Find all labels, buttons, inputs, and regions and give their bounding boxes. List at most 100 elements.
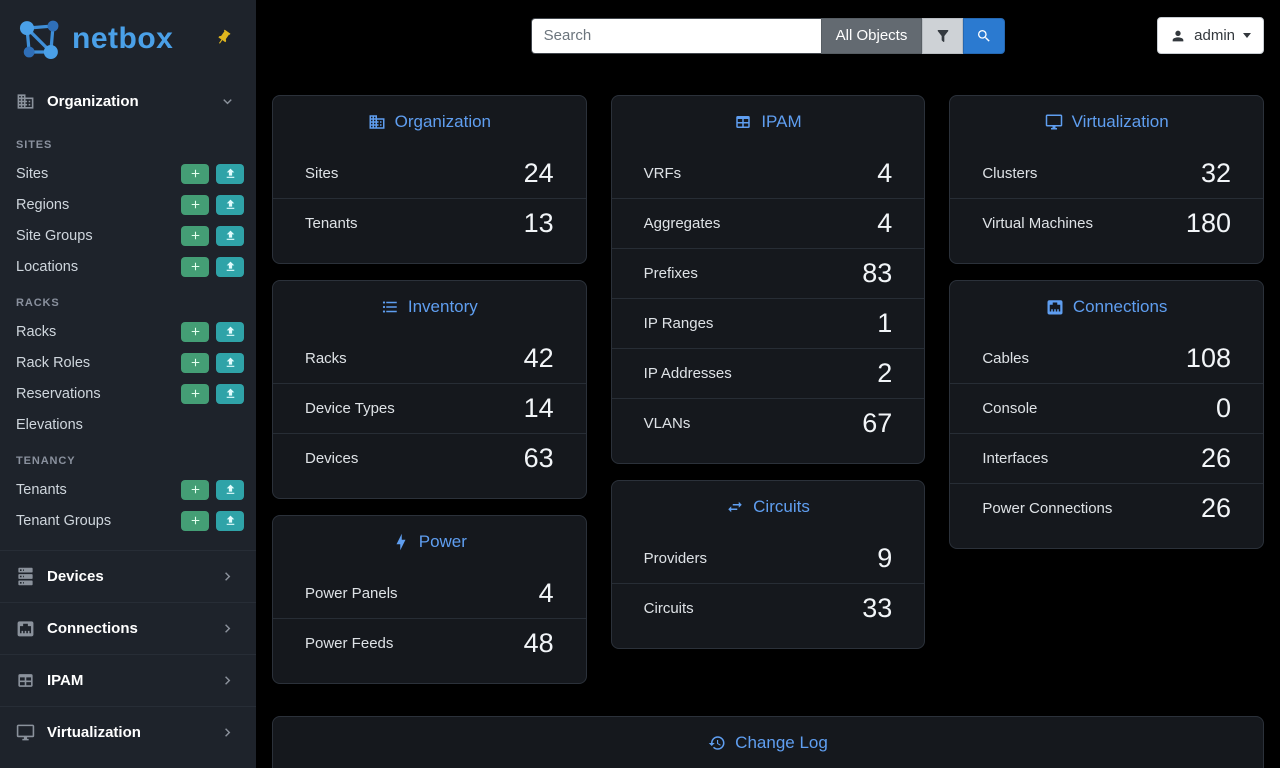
search-input[interactable] (530, 17, 821, 54)
sidebar-item-label[interactable]: Regions (16, 196, 70, 213)
stat-value[interactable]: 13 (523, 208, 554, 238)
add-button[interactable] (181, 163, 209, 184)
stat-value[interactable]: 67 (862, 408, 893, 438)
sidebar-group-ipam[interactable]: IPAM (0, 654, 256, 706)
stat-value[interactable]: 4 (877, 157, 893, 188)
stat-label[interactable]: Clusters (982, 164, 1038, 182)
card-title-virtualization[interactable]: Virtualization (950, 96, 1263, 148)
import-button[interactable] (216, 256, 244, 277)
card-title-ipam[interactable]: IPAM (612, 96, 925, 148)
import-button[interactable] (216, 194, 244, 215)
stat-value[interactable]: 83 (862, 258, 893, 288)
stat-value[interactable]: 42 (523, 342, 554, 373)
stat-value[interactable]: 0 (1215, 393, 1231, 423)
stat-value[interactable]: 108 (1185, 342, 1231, 373)
stat-label[interactable]: IP Ranges (643, 315, 714, 332)
search-button[interactable] (963, 17, 1006, 54)
add-button[interactable] (181, 510, 209, 531)
sidebar-item-label[interactable]: Elevations (16, 416, 83, 433)
add-button[interactable] (181, 225, 209, 246)
stat-value[interactable]: 24 (523, 157, 554, 188)
card-title-circuits[interactable]: Circuits (612, 481, 925, 533)
sidebar-item-label[interactable]: Tenant Groups (16, 512, 112, 529)
import-button[interactable] (216, 352, 244, 373)
stat-label[interactable]: Power Connections (982, 500, 1113, 517)
import-button[interactable] (216, 321, 244, 342)
stat-value[interactable]: 26 (1200, 443, 1231, 473)
sidebar-item-label[interactable]: Site Groups (16, 227, 93, 244)
sidebar-item-label[interactable]: Sites (16, 165, 49, 182)
sidebar-item-label[interactable]: Locations (16, 258, 79, 275)
upload-icon (224, 483, 237, 496)
card-title-inventory[interactable]: Inventory (273, 281, 586, 333)
stat-label[interactable]: Circuits (643, 600, 694, 617)
stat-label[interactable]: Devices (305, 450, 359, 467)
card-changelog: Change Log (272, 716, 1264, 768)
stat-label[interactable]: Tenants (305, 215, 358, 232)
upload-icon (224, 260, 237, 273)
stat-row: Power Feeds 48 (273, 618, 586, 668)
sidebar-item-site-groups: Site Groups (0, 220, 256, 251)
add-button[interactable] (181, 352, 209, 373)
stat-value[interactable]: 63 (523, 443, 554, 473)
card-title-changelog[interactable]: Change Log (273, 717, 1263, 768)
sidebar-group-connections[interactable]: Connections (0, 602, 256, 654)
stat-label[interactable]: Power Panels (305, 584, 398, 602)
card-title-power[interactable]: Power (273, 516, 586, 568)
card-title-organization[interactable]: Organization (273, 96, 586, 148)
stat-label[interactable]: Virtual Machines (982, 215, 1093, 232)
stat-row: Device Types 14 (273, 383, 586, 433)
stat-label[interactable]: Power Feeds (305, 635, 394, 652)
stat-label[interactable]: Console (982, 400, 1038, 417)
stat-value[interactable]: 32 (1200, 157, 1231, 188)
sidebar-group-devices[interactable]: Devices (0, 550, 256, 602)
stat-label[interactable]: IP Addresses (643, 365, 732, 382)
stat-label[interactable]: Cables (982, 349, 1030, 367)
sidebar-item-label[interactable]: Racks (16, 323, 57, 340)
sidebar-item-label[interactable]: Rack Roles (16, 354, 91, 371)
stat-value[interactable]: 48 (523, 628, 554, 658)
stat-value[interactable]: 4 (538, 577, 554, 608)
sidebar-item-racks: Racks (0, 316, 256, 347)
import-button[interactable] (216, 225, 244, 246)
stat-label[interactable]: Prefixes (643, 265, 698, 282)
stat-label[interactable]: Interfaces (982, 450, 1049, 467)
sidebar-group-organization[interactable]: Organization (0, 78, 256, 124)
import-button[interactable] (216, 479, 244, 500)
add-button[interactable] (181, 479, 209, 500)
stat-value[interactable]: 1 (877, 308, 893, 338)
stat-value[interactable]: 4 (877, 208, 893, 238)
add-button[interactable] (181, 194, 209, 215)
stat-value[interactable]: 33 (862, 593, 893, 623)
add-button[interactable] (181, 383, 209, 404)
user-menu-button[interactable]: admin (1157, 17, 1264, 54)
add-button[interactable] (181, 256, 209, 277)
stat-value[interactable]: 26 (1200, 493, 1231, 523)
stat-label[interactable]: VRFs (643, 164, 682, 182)
stat-label[interactable]: Racks (305, 349, 347, 367)
import-button[interactable] (216, 510, 244, 531)
import-button[interactable] (216, 383, 244, 404)
connections-icon (16, 619, 35, 638)
import-button[interactable] (216, 163, 244, 184)
stat-value[interactable]: 2 (877, 358, 893, 388)
stat-label[interactable]: Sites (305, 164, 339, 182)
sidebar-group-virtualization[interactable]: Virtualization (0, 706, 256, 758)
stat-value[interactable]: 9 (877, 542, 893, 573)
filter-button[interactable] (922, 17, 964, 54)
stat-value[interactable]: 14 (523, 393, 554, 423)
stat-value[interactable]: 180 (1185, 208, 1231, 238)
card-title-connections[interactable]: Connections (950, 281, 1263, 333)
sidebar-item-label[interactable]: Reservations (16, 385, 101, 402)
stat-label[interactable]: Providers (643, 549, 708, 567)
netbox-logo[interactable]: netbox (14, 13, 173, 65)
stat-label[interactable]: Device Types (305, 400, 395, 417)
pin-sidebar-icon[interactable] (212, 26, 236, 50)
sidebar-item-label[interactable]: Tenants (16, 481, 67, 498)
stat-row: Power Connections 26 (950, 483, 1263, 533)
search-scope-button[interactable]: All Objects (820, 17, 923, 54)
stat-label[interactable]: VLANs (643, 415, 691, 432)
add-button[interactable] (181, 321, 209, 342)
stat-label[interactable]: Aggregates (643, 215, 721, 232)
